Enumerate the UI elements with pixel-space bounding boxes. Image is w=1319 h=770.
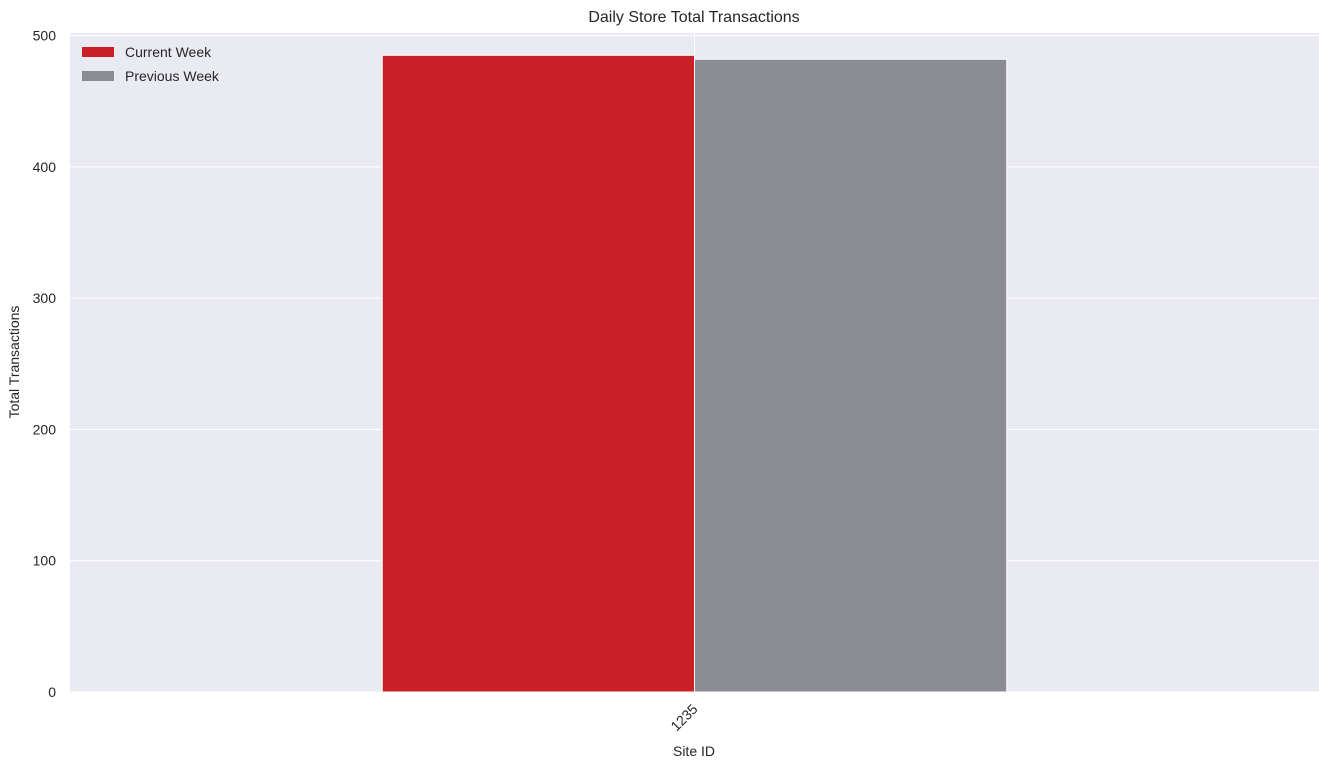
legend: Current Week Previous Week	[82, 44, 220, 84]
y-tick-label: 500	[33, 28, 57, 44]
y-tick-label: 300	[33, 290, 57, 306]
bar-current-week	[381, 54, 695, 693]
x-tick-label: 1235	[667, 701, 700, 734]
x-axis-ticks: 1235	[667, 701, 700, 734]
y-tick-label: 200	[33, 421, 57, 437]
bars	[381, 54, 1008, 693]
bar-previous-week	[694, 58, 1008, 693]
x-axis-label: Site ID	[673, 743, 715, 759]
y-tick-label: 0	[48, 684, 56, 700]
y-axis-ticks: 0 100 200 300 400 500	[33, 28, 57, 700]
y-axis-label: Total Transactions	[6, 306, 22, 419]
legend-label: Current Week	[125, 44, 212, 60]
chart-title: Daily Store Total Transactions	[588, 9, 799, 26]
legend-swatch	[82, 71, 114, 81]
y-tick-label: 100	[33, 553, 57, 569]
legend-label: Previous Week	[125, 68, 220, 84]
y-tick-label: 400	[33, 159, 57, 175]
legend-swatch	[82, 47, 114, 57]
